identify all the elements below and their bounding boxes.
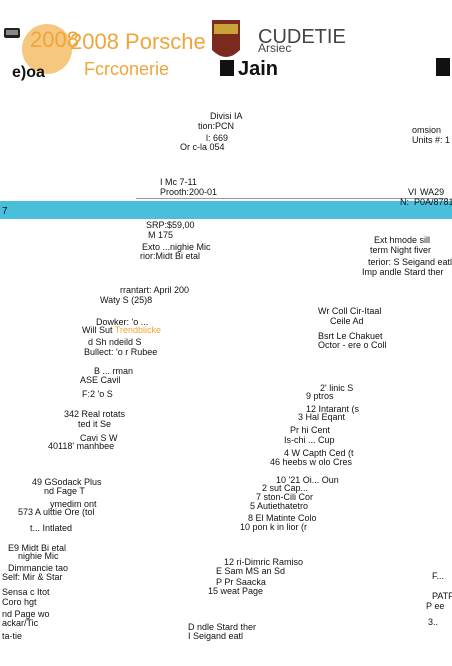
option-right-6: Is-chi ... Cup bbox=[284, 435, 335, 445]
option-2-dark: Will Sut bbox=[82, 325, 113, 335]
option-16: t... Intlated bbox=[30, 523, 73, 533]
option-2: Will Sut Trendblicke bbox=[82, 325, 162, 336]
option-right-17: P Pr Saacka bbox=[216, 577, 266, 587]
vin-label: VI bbox=[408, 187, 417, 197]
option-23: nd Page wo bbox=[2, 609, 50, 619]
header-fragment: e)oa bbox=[12, 64, 45, 81]
option-right-10: 2 sut Cap... bbox=[262, 483, 309, 493]
option-7: F:2 'o S bbox=[82, 389, 113, 399]
summary-line4: Or c-la 054 bbox=[180, 142, 225, 152]
brand-mark-icon bbox=[432, 56, 452, 78]
option-right-3: 12 Intarant (s bbox=[306, 404, 360, 414]
option-right-4: 3 Hal Eqant bbox=[298, 412, 346, 422]
warranty-right3: Bsrt Le Chakuet bbox=[318, 331, 383, 341]
title-small: Arsiec bbox=[258, 41, 292, 55]
crest-icon bbox=[206, 16, 246, 78]
commission: omsion bbox=[412, 125, 442, 135]
summary-line3: l: 669 bbox=[206, 133, 229, 143]
exterior-right: Ext hmode sill bbox=[374, 235, 431, 245]
option-4: Bullect: 'o r Rubee bbox=[84, 347, 158, 358]
option-right-20: I Seigand eatl bbox=[188, 631, 244, 641]
interior2-right: terior: S Seigand eatl bbox=[368, 257, 452, 267]
warranty-right4: Octor - ere o Coll bbox=[318, 340, 387, 350]
number-value: P0A/8781 bbox=[414, 197, 452, 207]
location: tion:PCN bbox=[198, 121, 235, 131]
page-title: 2008 Porsche bbox=[70, 29, 206, 54]
option-12: 49 GSodack Plus bbox=[32, 477, 102, 487]
highlight-band bbox=[0, 201, 452, 219]
option-right-2: 9 ptros bbox=[306, 391, 334, 401]
option-1: Dowker: 'o ... bbox=[96, 317, 149, 328]
model: I Mc 7-11 bbox=[160, 177, 197, 187]
vin-value: WA29 bbox=[420, 187, 445, 197]
option-20: Self: Mir & Star bbox=[2, 572, 63, 582]
edge-right-2: P ee bbox=[426, 601, 445, 611]
option-right-1: 2' linic S bbox=[320, 383, 354, 393]
option-right-13: 8 El Matinte Colo bbox=[248, 513, 317, 523]
option-9: ted it Se bbox=[78, 419, 112, 429]
division: Divisi IA bbox=[210, 111, 243, 121]
option-right-7: 4 W Capth Ced (t bbox=[284, 448, 354, 458]
impr-right: Imp andle Stard ther bbox=[362, 267, 444, 277]
option-2-orange: Trendblicke bbox=[114, 325, 162, 335]
option-22: Coro hgt bbox=[2, 597, 37, 607]
mileage: M 175 bbox=[148, 230, 174, 240]
option-21: Sensa c Itot bbox=[2, 587, 50, 597]
interior: rior:Midt Bi etal bbox=[140, 251, 201, 261]
warranty-date: rrantart: April 200 bbox=[120, 285, 190, 295]
option-14: ymedim ont bbox=[50, 499, 97, 509]
option-19: Dimmancie tao bbox=[8, 563, 69, 573]
production: Prooth:200-01 bbox=[160, 187, 218, 197]
option-15: 573 A ulttie Ore (tol bbox=[18, 507, 95, 517]
option-right-15: 12 ri-Dimric Ramiso bbox=[224, 557, 304, 567]
option-17: E9 Midt Bi etal bbox=[8, 543, 67, 553]
units: Units #: 1 bbox=[412, 135, 451, 145]
option-4-dark: Bullect: 'o r Rubee bbox=[84, 347, 158, 357]
option-6: ASE Cavil bbox=[80, 375, 121, 385]
page-subtitle: Fcrconerie bbox=[84, 59, 170, 79]
option-11: 40118' manhbee bbox=[48, 441, 115, 451]
title-year: 2008 bbox=[30, 27, 79, 52]
option-right-16: E Sam MS an Sd bbox=[216, 566, 286, 576]
option-5: B ... rman bbox=[94, 366, 134, 376]
option-25: ta-tie bbox=[2, 631, 23, 641]
edge-right-1: PATF bbox=[432, 591, 452, 601]
option-10: Cavi S W bbox=[80, 433, 118, 443]
interior-right: term Night fiver bbox=[370, 245, 432, 255]
badge-icon bbox=[20, 22, 74, 76]
msrp: SRP:$59,00 bbox=[146, 220, 195, 230]
option-right-14: 10 pon k in lior (r bbox=[240, 522, 308, 532]
divider bbox=[136, 198, 448, 199]
header: 2008 2008 Porsche e)oa Fcrconerie CUDETI… bbox=[0, 0, 452, 92]
option-right-9: 10 '21 Oi... Oun bbox=[276, 475, 339, 485]
option-right-12: 5 Autiethatetro bbox=[250, 501, 309, 511]
title-brand-dark: CUDETIE bbox=[258, 26, 346, 48]
option-right-11: 7 ston-Cili Cor bbox=[256, 492, 314, 502]
car-icon bbox=[2, 22, 24, 44]
option-right-18: 15 weat Page bbox=[208, 586, 264, 596]
option-1-dark: Dowker: 'o ... bbox=[96, 317, 149, 327]
option-18: nighie Mic bbox=[18, 551, 59, 561]
option-right-19: D ndle Stard ther bbox=[188, 622, 257, 632]
warranty-right1: Wr Coll Cir-Itaal bbox=[318, 306, 382, 316]
option-24: ackar/Tic bbox=[2, 618, 39, 628]
left-code: 7 bbox=[2, 206, 8, 217]
edge-right-4: 3.. bbox=[428, 617, 439, 627]
subtitle-dark: Jain bbox=[238, 58, 279, 80]
option-8: 342 Real rotats bbox=[64, 409, 126, 419]
option-right-8: 46 heebs w olo Cres bbox=[270, 457, 353, 467]
warranty-right2: Ceile Ad bbox=[330, 316, 364, 326]
edge-right-3: F... bbox=[432, 571, 445, 581]
option-3: d Sh ndeild S bbox=[88, 337, 142, 347]
warranty-term: Waty S (25)8 bbox=[100, 295, 153, 305]
option-right-5: Pr hi Cent bbox=[290, 425, 331, 435]
exterior: Exto ...nighie Mic bbox=[142, 242, 211, 252]
option-13: nd Fage T bbox=[44, 486, 85, 496]
number-label: N: bbox=[400, 197, 409, 207]
